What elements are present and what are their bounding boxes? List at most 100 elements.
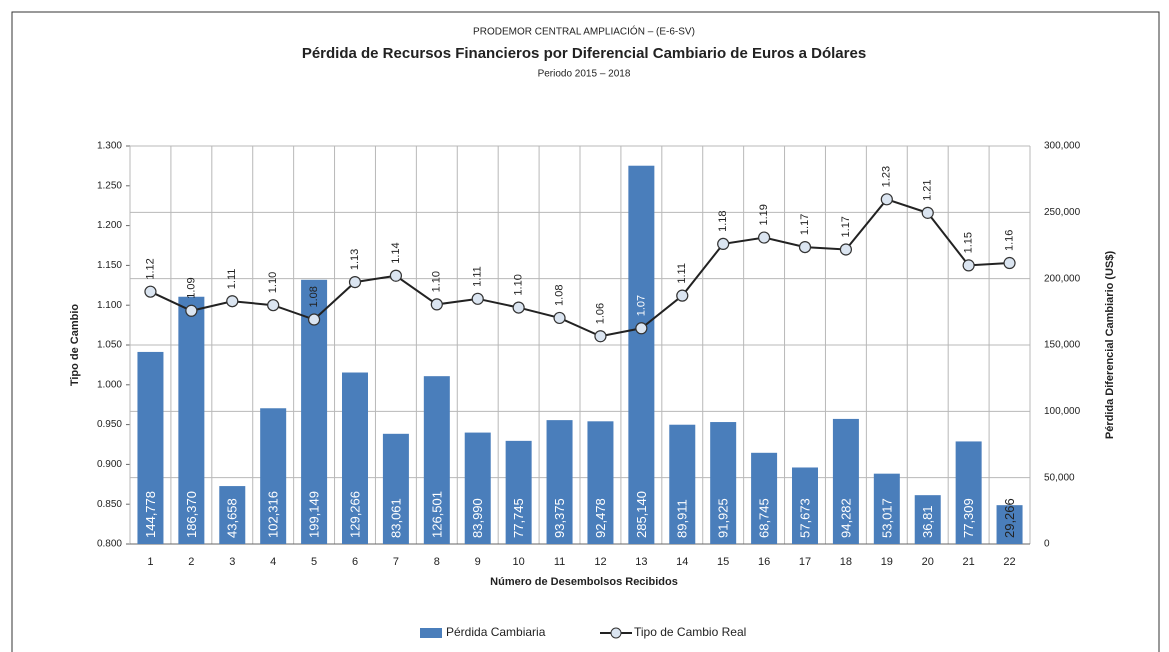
x-tick-label: 6 <box>352 556 358 568</box>
line-value-label: 1.10 <box>267 272 279 293</box>
y-tick-label: 1.150 <box>97 260 122 271</box>
line-value-label: 1.14 <box>390 242 402 263</box>
line-marker <box>635 322 648 335</box>
line-marker <box>389 269 403 282</box>
y2-tick-label: 100,000 <box>1044 406 1081 417</box>
line <box>150 198 1010 338</box>
y-tick-label: 0.800 <box>97 539 122 550</box>
bar-value-label: 199,149 <box>307 491 322 538</box>
x-tick-label: 2 <box>188 556 194 568</box>
line-value-label: 1.15 <box>963 232 975 253</box>
line-value-label: 1.17 <box>840 216 852 237</box>
x-tick-label: 20 <box>922 556 934 568</box>
line-marker <box>553 311 566 325</box>
bar <box>464 432 491 544</box>
bar <box>792 467 818 544</box>
y-tick-label: 1.300 <box>97 141 122 152</box>
line-marker <box>185 304 198 317</box>
x-axis-label: Número de Desembolsos Recibidos <box>490 576 678 588</box>
bar <box>628 165 655 544</box>
line-value-label: 1.18 <box>717 210 729 231</box>
line-marker <box>1003 256 1016 270</box>
x-tick-label: 17 <box>799 556 811 568</box>
x-tick-label: 18 <box>840 556 852 568</box>
y-tick-label: 1.250 <box>97 180 122 191</box>
bar <box>832 418 859 544</box>
bar-value-label: 126,501 <box>429 491 444 538</box>
line-marker <box>512 301 525 314</box>
bar-value-label: 77,309 <box>961 498 976 538</box>
bar <box>955 441 982 544</box>
bar <box>587 421 614 544</box>
bar <box>751 452 778 544</box>
bar-value-label: 285,140 <box>634 491 649 538</box>
x-tick-label: 7 <box>393 556 399 568</box>
x-tick-label: 11 <box>554 556 565 568</box>
line-marker <box>430 298 443 311</box>
y-tick-label: 1.000 <box>97 379 122 390</box>
bar <box>914 495 941 544</box>
line-value-label: 1.11 <box>226 269 238 290</box>
line-value-label: 1.21 <box>922 179 934 200</box>
bar <box>342 372 368 544</box>
bar <box>178 296 205 544</box>
bar <box>710 422 737 544</box>
legend-label: Pérdida Cambiaria <box>446 625 546 639</box>
bar-value-label: 29,266 <box>1002 498 1017 538</box>
line-value-label: 1.06 <box>594 303 606 324</box>
x-tick-label: 10 <box>513 556 525 568</box>
line-marker <box>757 231 771 244</box>
line-marker <box>839 243 853 256</box>
chart-supertitle: PRODEMOR CENTRAL AMPLIACIÓN – (E-6-SV) <box>473 25 695 38</box>
chart-frame <box>11 11 1160 652</box>
bar <box>873 473 900 544</box>
bar-value-label: 186,370 <box>184 491 199 538</box>
bar-value-label: 83,990 <box>470 498 485 538</box>
x-tick-label: 5 <box>311 556 317 568</box>
bar-value-label: 57,673 <box>797 498 812 538</box>
line-value-label: 1.11 <box>676 263 688 284</box>
legend-label: Tipo de Cambio Real <box>634 625 746 639</box>
bar-value-label: 53,017 <box>879 498 894 538</box>
x-tick-label: 8 <box>434 556 440 568</box>
bar-value-label: 91,925 <box>716 498 731 538</box>
x-tick-label: 15 <box>717 556 729 568</box>
bar <box>219 486 246 544</box>
y-tick-label: 0.900 <box>97 459 122 470</box>
line-marker <box>594 330 607 343</box>
x-tick-label: 14 <box>676 556 688 568</box>
bar <box>546 420 573 544</box>
bar-value-label: 129,266 <box>347 491 362 538</box>
bar <box>669 424 696 544</box>
x-tick-label: 13 <box>635 556 647 568</box>
bar-value-label: 93,375 <box>552 498 567 538</box>
bar-value-label: 102,316 <box>266 491 281 538</box>
y-tick-label: 0.850 <box>97 499 122 510</box>
legend-swatch <box>420 628 442 638</box>
x-tick-label: 3 <box>229 556 235 568</box>
bar-value-label: 77,745 <box>511 498 526 538</box>
y2-tick-label: 200,000 <box>1044 273 1081 284</box>
bar <box>505 440 532 544</box>
x-tick-label: 16 <box>758 556 770 568</box>
line-marker <box>471 292 484 305</box>
line-value-label: 1.17 <box>799 214 811 235</box>
x-tick-label: 19 <box>881 556 893 568</box>
x-tick-label: 22 <box>1003 556 1015 568</box>
x-tick-label: 9 <box>475 556 481 568</box>
bar <box>996 505 1023 544</box>
line-marker <box>144 285 157 298</box>
line-marker <box>348 276 362 289</box>
y2-tick-label: 250,000 <box>1044 207 1081 218</box>
line-value-label: 1.10 <box>431 271 443 292</box>
y-tick-label: 1.100 <box>97 300 122 311</box>
y-tick-label: 0.950 <box>97 419 122 430</box>
bar-value-label: 68,745 <box>757 498 772 538</box>
x-tick-label: 12 <box>594 556 606 568</box>
y2-tick-label: 300,000 <box>1044 141 1081 152</box>
chart-title: Pérdida de Recursos Financieros por Dife… <box>302 45 866 62</box>
x-tick-label: 1 <box>147 556 153 568</box>
y-tick-label: 1.200 <box>97 220 122 231</box>
bar-value-label: 92,478 <box>593 498 608 538</box>
